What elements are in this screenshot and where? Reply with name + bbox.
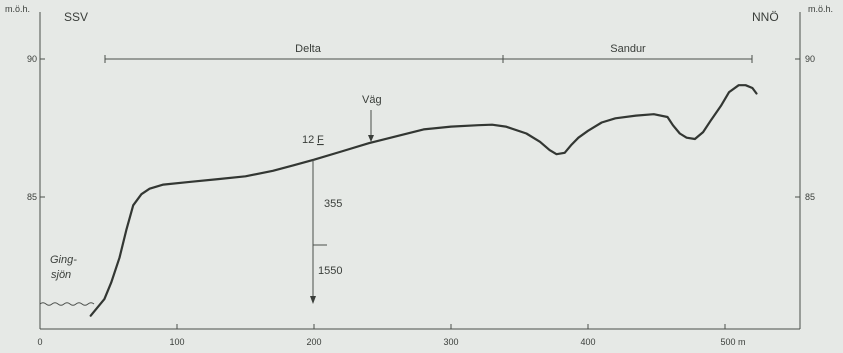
x-tick-label-300: 300 xyxy=(443,337,458,347)
left-tick-label-85: 85 xyxy=(27,192,37,202)
borehole-id: 12 xyxy=(302,134,314,146)
x-tick-label-400: 400 xyxy=(580,337,595,347)
ground-profile-line xyxy=(89,84,758,317)
borehole-depth-2: 1550 xyxy=(318,265,342,277)
direction-left-label: SSV xyxy=(64,10,88,24)
borehole-arrow-head xyxy=(310,296,316,304)
zone-sandur-label: Sandur xyxy=(610,43,646,55)
borehole-suffix: F xyxy=(317,134,324,146)
left-tick-label-90: 90 xyxy=(27,54,37,64)
left-unit-label: m.ö.h. xyxy=(5,4,30,14)
right-tick-label-90: 90 xyxy=(805,54,815,64)
zone-delta-label: Delta xyxy=(295,43,322,55)
road-arrow-head xyxy=(368,135,374,142)
lake-label-line1: Ging- xyxy=(50,254,77,266)
right-unit-label: m.ö.h. xyxy=(808,4,833,14)
x-tick-label-100: 100 xyxy=(169,337,184,347)
direction-right-label: NNÖ xyxy=(752,10,779,24)
lake-label-line2: sjön xyxy=(51,269,71,281)
borehole-depth-1: 355 xyxy=(324,198,342,210)
right-tick-label-85: 85 xyxy=(805,192,815,202)
lake-water-line xyxy=(39,302,95,306)
x-tick-label-200: 200 xyxy=(306,337,321,347)
x-tick-label-500: 500 m xyxy=(720,337,745,347)
x-tick-label-0: 0 xyxy=(37,337,42,347)
road-label: Väg xyxy=(362,94,382,106)
